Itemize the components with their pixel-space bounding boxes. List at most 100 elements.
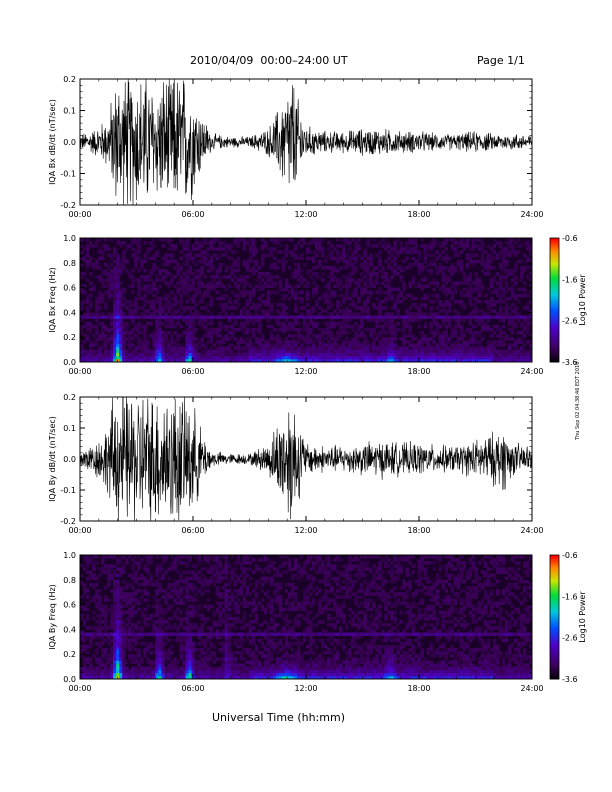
heatmap-cell [459,293,464,298]
heatmap-cell [203,558,207,562]
heatmap-cell [134,675,138,680]
heatmap-cell [116,312,120,316]
heatmap-cell [429,331,433,335]
heatmap-cell [167,576,171,581]
heatmap-cell [477,346,482,350]
heatmap-cell [275,275,280,279]
heatmap-cell [504,247,509,251]
heatmap-cell [113,321,117,326]
heatmap-cell [309,358,313,363]
heatmap-cell [194,312,198,316]
heatmap-cell [176,638,180,643]
heatmap-cell [315,238,319,242]
heatmap-cell [269,343,274,347]
heatmap-cell [293,334,298,338]
heatmap-cell [209,247,213,251]
heatmap-cell [526,275,530,279]
heatmap-cell [384,306,388,310]
heatmap-cell [185,638,189,643]
heatmap-cell [119,629,123,633]
heatmap-cell [474,244,479,248]
heatmap-cell [257,303,262,307]
heatmap-cell [191,296,195,301]
heatmap-cell [501,265,506,270]
heatmap-cell [420,358,424,363]
heatmap-cell [128,601,132,605]
heatmap-cell [366,306,370,310]
x-tick-label: 18:00 [407,210,430,219]
heatmap-cell [191,281,195,285]
heatmap-cell [89,349,93,354]
heatmap-cell [110,613,114,618]
heatmap-cell [92,343,96,347]
heatmap-cell [125,300,129,304]
heatmap-cell [227,352,232,357]
heatmap-cell [161,306,165,310]
heatmap-cell [89,340,93,344]
heatmap-cell [125,247,129,251]
heatmap-cell [420,349,424,354]
heatmap-cell [164,331,168,335]
heatmap-cell [360,272,364,276]
heatmap-cell [218,312,222,316]
heatmap-cell [423,259,427,264]
heatmap-cell [429,272,433,276]
heatmap-cell [131,657,135,661]
heatmap-cell [510,331,515,335]
heatmap-cell [167,654,171,658]
heatmap-cell [348,315,352,319]
heatmap-cell [245,352,250,357]
heatmap-cell [158,610,162,615]
heatmap-cell [242,259,247,264]
heatmap-cell [176,346,180,350]
heatmap-cell [354,250,358,254]
heatmap-cell [113,617,117,621]
heatmap-cell [306,241,310,245]
heatmap-cell [86,613,90,618]
heatmap-cell [146,343,150,347]
heatmap-cell [375,324,379,329]
heatmap-cell [523,265,527,270]
heatmap-cell [107,352,111,357]
heatmap-cell [411,358,415,363]
heatmap-cell [441,321,445,326]
heatmap-cell [465,275,470,279]
heatmap-cell [507,346,512,350]
heatmap-cell [471,241,476,245]
heatmap-cell [125,306,129,310]
heatmap-cell [158,278,162,282]
heatmap-cell [366,269,370,273]
heatmap-cell [263,343,268,347]
heatmap-cell [161,358,165,363]
heatmap-cell [194,238,198,242]
heatmap-cell [360,324,364,329]
heatmap-cell [86,293,90,298]
heatmap-cell [423,315,427,319]
heatmap-cell [80,582,84,587]
heatmap-cell [110,256,114,261]
heatmap-cell [339,346,343,350]
colorbar-label: Log10 Power [578,274,587,326]
colorbar-swatch [550,326,559,330]
heatmap-cell [113,315,117,319]
heatmap-cell [185,654,189,658]
heatmap-cell [474,287,479,292]
heatmap-cell [263,352,268,357]
heatmap-cell [321,278,325,282]
colorbar-swatch [550,287,559,291]
heatmap-cell [95,296,99,301]
heatmap-cell [104,666,108,671]
heatmap-cell [369,331,373,335]
heatmap-cell [435,272,439,276]
heatmap-cell [179,284,183,288]
heatmap-cell [459,290,464,295]
heatmap-cell [191,626,195,630]
heatmap-cell [480,309,485,313]
heatmap-cell [200,349,204,354]
heatmap-cell [92,262,96,267]
heatmap-cell [179,666,183,671]
heatmap-cell [155,598,159,602]
colorbar-swatch [550,312,559,315]
heatmap-cell [384,284,388,288]
heatmap-cell [134,315,138,319]
